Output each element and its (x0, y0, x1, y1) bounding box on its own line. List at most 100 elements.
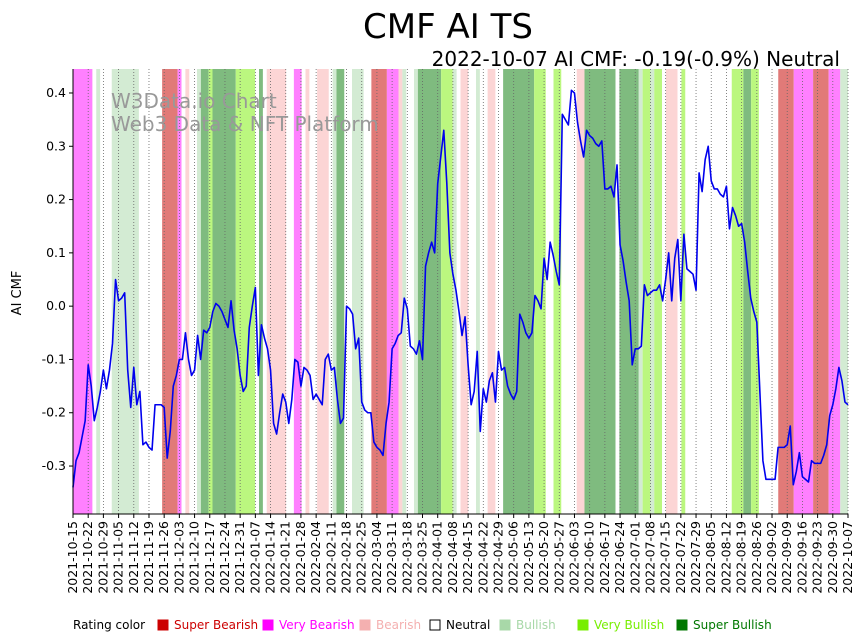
x-tick-label: 2021-12-24 (217, 521, 232, 594)
x-tick-label: 2021-12-31 (232, 521, 247, 594)
band-super_bearish-70 (778, 69, 794, 514)
x-ticks: 2021-10-15 2021-10-22 2021-10-29 2021-11-05… (65, 514, 855, 594)
x-tick-label: 2022-03-11 (384, 521, 399, 594)
legend-label-bullish: Bullish (516, 618, 556, 632)
band-very_bullish-15 (235, 69, 256, 514)
band-very_bullish-60 (654, 69, 662, 514)
band-very_bullish-49 (534, 69, 546, 514)
x-tick-label: 2022-07-01 (627, 521, 642, 594)
x-tick-label: 2022-01-07 (247, 521, 262, 594)
band-bearish-25 (317, 69, 329, 514)
rating-bands (73, 69, 848, 514)
band-super_bearish-6 (162, 69, 178, 514)
legend-label-neutral: Neutral (446, 618, 490, 632)
legend-swatch-bearish (359, 619, 371, 631)
band-very_bullish-13 (208, 69, 213, 514)
x-tick-label: 2022-05-13 (521, 521, 536, 594)
x-tick-label: 2022-04-01 (430, 521, 445, 594)
band-super_bearish-72 (813, 69, 829, 514)
legend-title: Rating color (73, 618, 145, 632)
x-tick-label: 2022-07-22 (673, 521, 688, 594)
legend: Rating color Super Bearish Very Bearish Be… (73, 618, 772, 632)
band-bullish-35 (402, 69, 407, 514)
band-super_bullish-67 (743, 69, 752, 514)
x-tick-label: 2022-07-15 (658, 521, 673, 594)
band-very_bullish-39 (441, 69, 453, 514)
y-axis-label: AI CMF (10, 271, 25, 316)
y-tick-label: -0.3 (42, 458, 66, 473)
y-tick-label: -0.1 (42, 351, 66, 366)
x-tick-label: 2022-02-25 (354, 521, 369, 594)
x-tick-label: 2021-11-05 (111, 521, 126, 594)
x-tick-label: 2022-04-15 (460, 521, 475, 594)
x-tick-label: 2022-06-17 (597, 521, 612, 594)
x-tick-label: 2022-05-27 (551, 521, 566, 594)
band-bullish-2 (96, 69, 101, 514)
x-tick-label: 2022-07-29 (688, 521, 703, 594)
x-gridlines (72, 69, 849, 514)
x-tick-label: 2022-08-19 (734, 521, 749, 594)
legend-swatch-neutral (429, 619, 441, 631)
legend-label-very_bearish: Very Bearish (279, 618, 355, 632)
band-bullish-4 (111, 69, 139, 514)
y-tick-label: 0.3 (46, 138, 66, 153)
band-bearish-42 (460, 69, 469, 514)
band-very_bearish-73 (828, 69, 841, 514)
x-tick-label: 2022-01-28 (293, 521, 308, 594)
watermark-line-1: W3Data.io Chart (111, 89, 277, 113)
x-tick-label: 2022-01-21 (278, 521, 293, 594)
legend-label-very_bullish: Very Bullish (594, 618, 664, 632)
band-bullish-27 (332, 69, 337, 514)
x-tick-label: 2022-04-08 (445, 521, 460, 594)
band-bearish-23 (305, 69, 310, 514)
y-tick-label: -0.2 (42, 405, 66, 420)
series-line-ai-cmf (72, 89, 849, 488)
legend-label-super_bearish: Super Bearish (174, 618, 258, 632)
x-tick-label: 2021-10-22 (80, 521, 95, 594)
x-tick-label: 2021-12-10 (187, 521, 202, 594)
band-bearish-9 (185, 69, 190, 514)
band-very_bearish-71 (793, 69, 814, 514)
x-tick-label: 2022-09-16 (794, 521, 809, 594)
x-tick-label: 2021-12-03 (171, 521, 186, 594)
x-tick-label: 2022-09-09 (779, 521, 794, 594)
y-tick-label: 0.0 (46, 298, 66, 313)
legend-swatch-very_bullish (577, 619, 589, 631)
x-tick-label: 2022-08-26 (749, 521, 764, 594)
y-tick-label: 0.1 (46, 245, 66, 260)
x-tick-label: 2022-04-29 (490, 521, 505, 594)
band-very_bullish-51 (553, 69, 562, 514)
x-tick-label: 2022-01-14 (263, 521, 278, 594)
chart-subtitle: 2022-10-07 AI CMF: -0.19(-0.9%) Neutral (432, 47, 840, 71)
band-bullish-40 (452, 69, 457, 514)
y-tick-label: 0.2 (46, 192, 66, 207)
x-tick-label: 2021-11-12 (126, 521, 141, 594)
legend-swatch-super_bearish (157, 619, 169, 631)
x-tick-label: 2021-11-26 (156, 521, 171, 594)
band-very_bearish-33 (386, 69, 399, 514)
x-tick-label: 2022-03-04 (369, 521, 384, 594)
x-tick-label: 2022-02-18 (339, 521, 354, 594)
band-bearish-34 (398, 69, 403, 514)
x-tick-label: 2022-09-30 (825, 521, 840, 594)
x-tick-label: 2022-09-23 (810, 521, 825, 594)
band-super_bullish-17 (259, 69, 263, 514)
band-very_bullish-68 (751, 69, 759, 514)
legend-label-super_bullish: Super Bullish (693, 618, 772, 632)
x-tick-label: 2022-02-11 (323, 521, 338, 594)
x-tick-label: 2022-03-18 (399, 521, 414, 594)
band-bearish-53 (576, 69, 585, 514)
band-super_bearish-32 (371, 69, 387, 514)
band-very_bearish-21 (293, 69, 302, 514)
x-tick-label: 2021-10-15 (65, 521, 80, 594)
x-tick-label: 2022-04-22 (475, 521, 490, 594)
band-bearish-46 (487, 69, 496, 514)
band-super_bullish-56 (619, 69, 639, 514)
legend-swatch-super_bullish (676, 619, 688, 631)
band-super_bullish-38 (417, 69, 442, 514)
band-bullish-74 (840, 69, 848, 514)
band-bullish-11 (197, 69, 201, 514)
x-tick-label: 2022-08-12 (718, 521, 733, 594)
x-tick-label: 2022-08-05 (703, 521, 718, 594)
x-tick-label: 2022-05-20 (536, 521, 551, 594)
